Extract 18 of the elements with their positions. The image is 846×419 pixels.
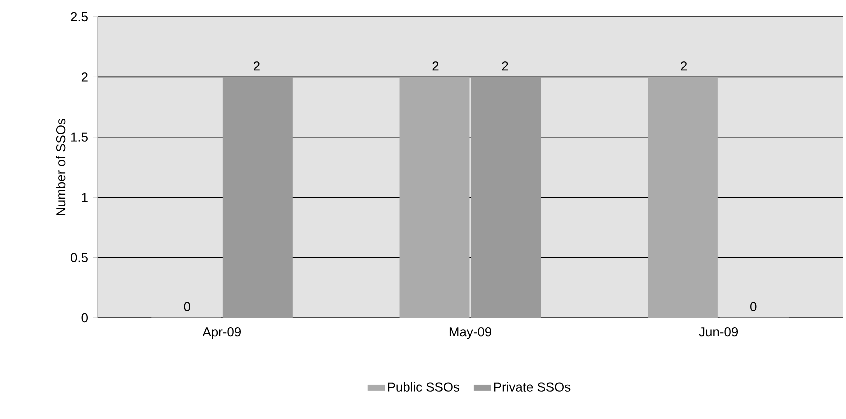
data-label: 2 xyxy=(681,62,688,71)
data-label: 2 xyxy=(432,62,439,71)
y-tick-label: 2.5 xyxy=(71,12,88,22)
y-tick-label: 0 xyxy=(82,313,88,323)
x-tick-label: Apr-09 xyxy=(202,328,241,340)
x-tick-label: Jun-09 xyxy=(699,328,738,337)
legend-label: Public SSOs xyxy=(388,382,460,392)
y-tick-label: 1.5 xyxy=(71,132,88,142)
y-tick-label: 1 xyxy=(82,193,88,202)
data-label: 2 xyxy=(502,62,508,71)
data-label: 0 xyxy=(750,302,757,312)
legend-label: Private SSOs xyxy=(494,382,571,392)
data-label: 2 xyxy=(254,62,260,71)
y-tick-label: 2 xyxy=(82,72,88,82)
y-tick-label: 0.5 xyxy=(70,253,88,262)
y-axis-title: Number of SSOs xyxy=(56,119,66,216)
x-tick-label: May-09 xyxy=(450,328,492,340)
data-label: 0 xyxy=(184,302,191,312)
